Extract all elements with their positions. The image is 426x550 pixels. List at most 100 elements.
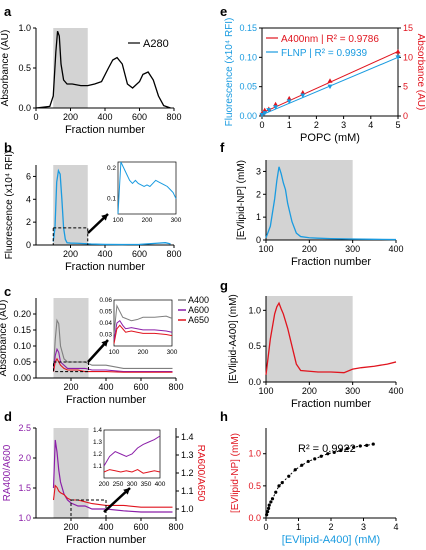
y-tick-label: 1.0 <box>248 449 261 459</box>
data-point <box>277 484 281 488</box>
x-tick-label: 4 <box>393 522 398 532</box>
data-point <box>365 443 369 447</box>
data-point <box>266 509 270 514</box>
y-tick-label: 2.5 <box>18 423 31 433</box>
y-tick-label: 0.05 <box>239 82 257 92</box>
x-tick-label: 400 <box>97 249 112 259</box>
y-axis-label: [EVlipid-A400] (mM) <box>228 294 239 383</box>
y-tick-label: 0.0 <box>18 103 31 113</box>
shaded-region <box>53 28 88 108</box>
x-tick-label: 1 <box>296 522 301 532</box>
y2-tick-label: 10 <box>403 52 413 62</box>
x-tick-label: 200 <box>63 382 78 392</box>
data-point <box>293 468 297 472</box>
y-axis-label: Absorbance (AU) <box>0 300 9 377</box>
y-tick-label: 0.0 <box>248 377 261 387</box>
x-tick-label: 3 <box>361 522 366 532</box>
inset-x-tick-label: 100 <box>109 349 120 356</box>
y2-tick-label: 1.4 <box>181 432 194 442</box>
inset-x-tick-label: 300 <box>127 481 138 488</box>
inset-x-tick-label: 350 <box>141 481 152 488</box>
x-tick-label: 600 <box>133 522 148 532</box>
data-point <box>395 48 401 54</box>
x-tick-label: 0 <box>259 120 264 130</box>
y-tick-label: 1 <box>256 212 261 222</box>
legend-label: A600 <box>188 305 209 315</box>
y2-tick-label: 0 <box>403 111 408 121</box>
series-line <box>265 166 397 241</box>
x-tick-label: 5 <box>395 120 400 130</box>
legend-label: A650 <box>188 315 209 325</box>
zoom-arrow-head <box>101 214 108 221</box>
panel-letter-f: f <box>220 140 225 155</box>
y-tick-label: 0.5 <box>248 341 261 351</box>
inset-x-tick-label: 300 <box>167 349 178 356</box>
x-tick-label: 200 <box>63 249 78 259</box>
data-point <box>269 500 273 504</box>
x-tick-label: 200 <box>63 522 78 532</box>
zoom-arrow-head <box>123 488 130 495</box>
x-tick-label: 4 <box>368 120 373 130</box>
x-tick-label: 200 <box>302 386 317 396</box>
y-tick-label: 0 <box>256 235 261 245</box>
y-tick-label: 2 <box>26 217 31 227</box>
y-tick-label: 0.10 <box>13 341 31 351</box>
inset-y-tick-label: 0.1 <box>107 196 116 203</box>
x-tick-label: 600 <box>133 382 148 392</box>
x-tick-label: 600 <box>132 249 147 259</box>
series-line <box>52 439 173 513</box>
inset-x-tick-label: 250 <box>113 481 124 488</box>
data-point <box>280 481 284 485</box>
data-point <box>300 463 304 467</box>
inset-y-tick-label: 1.4 <box>93 427 102 434</box>
x-axis-label: Fraction number <box>291 256 371 268</box>
data-point <box>339 448 343 453</box>
x-tick-label: 1 <box>287 120 292 130</box>
zoom-box <box>70 499 107 519</box>
x-tick-label: 800 <box>168 382 183 392</box>
y-tick-label: 0.15 <box>239 23 257 33</box>
data-point <box>274 490 278 494</box>
inset-y-tick-label: 1.1 <box>93 463 102 470</box>
panel-letter-g: g <box>220 278 228 293</box>
data-point <box>345 446 349 451</box>
annotation: R² = 0.9922 <box>298 443 356 455</box>
data-point <box>352 445 356 449</box>
inset-x-tick-label: 100 <box>113 217 124 224</box>
y-tick-label: 1.0 <box>18 513 31 523</box>
data-point <box>267 503 271 507</box>
y-tick-label: 1.0 <box>18 23 31 33</box>
data-point <box>259 112 265 118</box>
data-point <box>326 452 330 456</box>
x-tick-label: 400 <box>98 522 113 532</box>
legend-label: A280 <box>143 38 169 50</box>
data-point <box>265 513 269 517</box>
inset-series-line <box>113 303 173 335</box>
inset-frame <box>117 161 177 215</box>
x-tick-label: 0 <box>33 112 38 122</box>
data-point <box>267 506 271 510</box>
y-tick-label: 0.15 <box>13 325 31 335</box>
y-tick-label: 0.10 <box>239 52 257 62</box>
inset-x-tick-label: 200 <box>142 217 153 224</box>
y2-tick-label: 1.3 <box>181 450 194 460</box>
data-point <box>332 450 336 455</box>
y2-axis-label: RA600/A650 <box>195 445 206 502</box>
x-axis-label: POPC (mM) <box>300 132 360 144</box>
x-tick-label: 400 <box>388 244 403 254</box>
x-tick-label: 400 <box>97 112 112 122</box>
inset-y-tick-label: 0.04 <box>99 320 112 327</box>
inset-y-tick-label: 0.2 <box>107 165 116 172</box>
series-line <box>265 301 397 375</box>
inset-y-tick-label: 1.3 <box>93 439 102 446</box>
panel-letter-c: c <box>4 284 11 299</box>
series-line <box>52 168 171 246</box>
y-tick-label: 0.05 <box>13 357 31 367</box>
data-point <box>287 474 291 478</box>
data-point <box>300 93 306 98</box>
y-axis-label: [EVlipid-NP] (mM) <box>236 160 247 240</box>
x-tick-label: 100 <box>258 244 273 254</box>
y2-tick-label: 1.0 <box>181 504 194 514</box>
data-point <box>395 55 401 60</box>
inset-series-line <box>113 319 173 341</box>
